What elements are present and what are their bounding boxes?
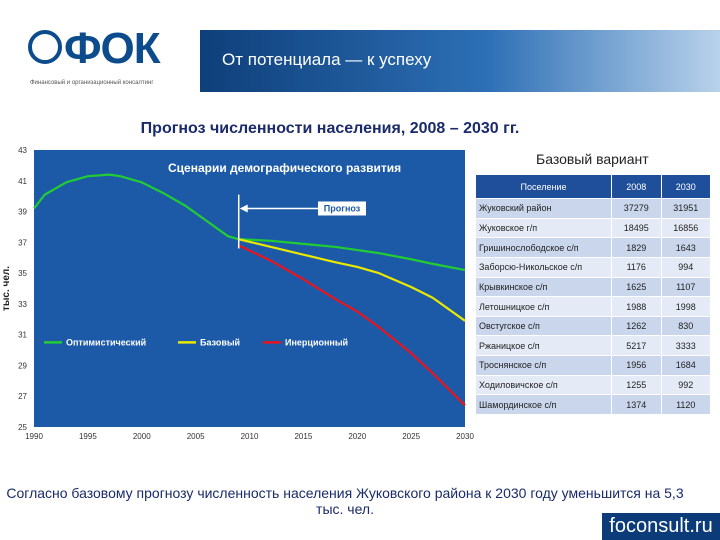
y-tick-label: 25 [18, 423, 27, 432]
settlement-name: Жуковский район [475, 198, 612, 219]
x-tick-label: 2005 [187, 432, 205, 441]
logo-subtitle: Финансовый и организационный консалтинг [30, 80, 154, 86]
y-tick-label: 35 [18, 269, 27, 278]
legend-label: Оптимистический [66, 337, 146, 347]
x-tick-label: 2030 [456, 432, 474, 441]
y-tick-label: 29 [18, 361, 27, 370]
x-tick-label: 2015 [294, 432, 312, 441]
settlement-name: Ржаницкое с/п [475, 335, 612, 357]
x-tick-label: 2000 [133, 432, 151, 441]
settlement-name: Гришинослободское с/п [475, 237, 612, 258]
header-settlement: Поселение [475, 174, 612, 199]
forecast-arrow-head [239, 204, 248, 213]
value-2008: 18495 [611, 217, 662, 239]
y-tick-label: 33 [18, 300, 27, 309]
settlement-name: Шамординское с/п [475, 394, 612, 416]
value-2030: 1120 [660, 394, 711, 416]
legend-label: Инерционный [285, 337, 348, 347]
value-2030: 16856 [660, 217, 711, 239]
y-tick-label: 41 [18, 177, 27, 186]
x-tick-label: 2010 [241, 432, 259, 441]
legend-label: Базовый [200, 337, 240, 347]
y-tick-label: 31 [18, 331, 27, 340]
y-tick-label: 43 [18, 146, 27, 155]
table-row: Заборсю-Никольское с/п 1176 994 [475, 256, 711, 278]
site-link[interactable]: foconsult.ru [602, 513, 720, 540]
value-2030: 1643 [660, 237, 711, 258]
logo: ФОК Финансовый и организационный консалт… [28, 24, 228, 96]
settlement-name: Крывкинское с/п [475, 276, 612, 298]
settlement-name: Ходиловичское с/п [475, 374, 612, 396]
forecast-label-box [318, 201, 366, 216]
y-tick-label: 37 [18, 238, 27, 247]
x-tick-label: 1995 [79, 432, 97, 441]
value-2008: 1988 [611, 296, 662, 317]
population-table: Поселение 2008 2030 Жуковский район 37279… [475, 174, 711, 416]
settlement-name: Заборсю-Никольское с/п [475, 256, 612, 278]
value-2030: 992 [660, 374, 711, 396]
value-2008: 1829 [611, 237, 662, 258]
settlement-name: Троснянское с/п [475, 355, 612, 376]
series-line-2 [238, 238, 466, 322]
chart-title: Сценарии демографического развития [168, 161, 401, 175]
table-row: Жуковский район 37279 31951 [475, 198, 711, 219]
table-row: Крывкинское с/п 1625 1107 [475, 276, 711, 298]
value-2030: 31951 [660, 198, 711, 219]
table-row: Ходиловичское с/п 1255 992 [475, 374, 711, 396]
x-tick-label: 1990 [25, 432, 43, 441]
table-caption: Базовый вариант [536, 151, 649, 167]
table-row: Ржаницкое с/п 5217 3333 [475, 335, 711, 357]
value-2030: 994 [660, 256, 711, 278]
banner-slogan: От потенциала — к успеху [222, 50, 432, 69]
value-2030: 3333 [660, 335, 711, 357]
value-2008: 1625 [611, 276, 662, 298]
header: ФОК Финансовый и организационный консалт… [0, 0, 720, 100]
value-2008: 1255 [611, 374, 662, 396]
value-2030: 1684 [660, 355, 711, 376]
value-2008: 5217 [611, 335, 662, 357]
settlement-name: Овстугское с/п [475, 315, 612, 337]
value-2008: 37279 [611, 198, 662, 219]
settlement-name: Жуковское г/п [475, 217, 612, 239]
header-2008: 2008 [611, 174, 662, 199]
logo-circle-icon [28, 30, 62, 64]
series-line-1 [33, 173, 466, 272]
value-2008: 1956 [611, 355, 662, 376]
y-tick-label: 39 [18, 208, 27, 217]
table-row: Летошницкое с/п 1988 1998 [475, 296, 711, 317]
header-2030: 2030 [660, 174, 711, 199]
series-line-3 [238, 244, 466, 407]
table-row: Жуковское г/п 18495 16856 [475, 217, 711, 239]
value-2030: 1998 [660, 296, 711, 317]
x-tick-label: 2025 [402, 432, 420, 441]
y-tick-label: 27 [18, 392, 27, 401]
y-axis-label: тыс. чел. [1, 266, 12, 311]
forecast-label: Прогноз [324, 203, 361, 213]
settlement-name: Летошницкое с/п [475, 296, 612, 317]
table-row: Гришинослободское с/п 1829 1643 [475, 237, 711, 258]
population-chart: 25 27 29 31 33 35 37 39 41 43 1990 1995 2000 2005 2010… [1, 146, 474, 441]
logo-text: ФОК [64, 24, 161, 73]
banner: От потенциала — к успеху [200, 30, 720, 92]
conclusion-text: Согласно базовому прогнозу численность н… [6, 485, 684, 517]
value-2008: 1262 [611, 315, 662, 337]
table-row: Шамординское с/п 1374 1120 [475, 394, 711, 416]
value-2030: 1107 [660, 276, 711, 298]
value-2008: 1176 [611, 256, 662, 278]
table-row: Троснянское с/п 1956 1684 [475, 355, 711, 376]
plot-area [34, 150, 465, 427]
value-2008: 1374 [611, 394, 662, 416]
x-tick-label: 2020 [348, 432, 366, 441]
table-header-row: Поселение 2008 2030 [475, 174, 711, 199]
page-title: Прогноз численности населения, 2008 – 20… [140, 120, 520, 137]
value-2030: 830 [660, 315, 711, 337]
table-row: Овстугское с/п 1262 830 [475, 315, 711, 337]
